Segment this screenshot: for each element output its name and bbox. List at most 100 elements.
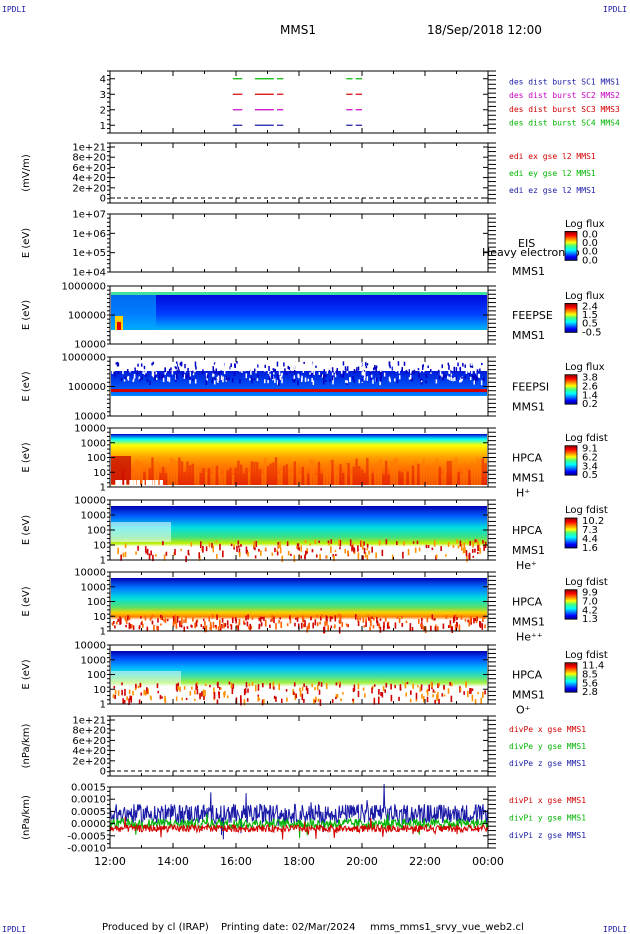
hpca-speckle	[331, 616, 333, 620]
spacecraft-label-feepsi: MMS1	[512, 401, 545, 414]
hpca-speckle	[450, 695, 453, 703]
feepsi-speckle	[202, 369, 204, 375]
hpca-speckle	[345, 623, 348, 626]
feepsi-speckle	[344, 366, 347, 370]
feepsi-speckle	[441, 378, 444, 381]
hpca-speckle	[185, 617, 187, 623]
hpca-speckle	[161, 617, 164, 621]
feepsi-speckle	[220, 375, 223, 381]
feepsi-speckle	[162, 374, 164, 377]
hpca-speckle	[187, 549, 190, 555]
y-axis-label-hpca_he: E (eV)	[21, 515, 32, 545]
feepsi-speckle	[212, 372, 215, 377]
hpca-h-gap	[147, 480, 150, 486]
hpca-speckle	[307, 624, 310, 630]
hpca-speckle	[180, 624, 183, 628]
hpca-h-column	[162, 466, 165, 485]
y-tick-label-burst: 3	[100, 90, 106, 101]
instrument-label-eis: EIS	[518, 237, 535, 250]
feepsi-speckle	[471, 365, 474, 368]
feepsi-speckle	[230, 363, 232, 368]
feepsi-speckle	[417, 368, 420, 371]
feepsi-speckle	[175, 378, 177, 382]
hpca-speckle	[286, 697, 288, 702]
hpca-speckle	[177, 686, 180, 691]
hpca-speckle	[457, 545, 460, 549]
hpca-speckle	[222, 550, 224, 558]
hpca-speckle	[296, 545, 298, 549]
hpca-speckle	[123, 699, 126, 704]
hpca-speckle	[465, 550, 468, 557]
feepsi-speckle	[342, 361, 345, 366]
hpca-h-column	[191, 463, 194, 485]
y-axis-label-hpca_h: E (eV)	[21, 442, 32, 472]
y-tick-label-divpe: 6e+20	[72, 736, 106, 747]
hpca-h-column	[422, 458, 425, 485]
hpca-speckle	[258, 624, 261, 630]
feepsi-speckle	[301, 375, 303, 381]
hpca-speckle	[202, 618, 205, 621]
hpca-speckle	[341, 622, 344, 628]
feepse-top-band	[111, 292, 487, 295]
feepsi-speckle	[284, 362, 286, 368]
feepsi-speckle	[176, 363, 178, 367]
hpca-speckle	[362, 617, 365, 623]
feepsi-speckle	[357, 363, 360, 367]
feepsi-speckle	[470, 363, 473, 366]
feepsi-speckle	[398, 375, 401, 380]
hpca-speckle	[460, 543, 463, 551]
feepsi-speckle	[372, 379, 374, 384]
hpca-h-column	[368, 465, 372, 485]
hpca-speckle	[253, 541, 255, 548]
hpca-speckle	[280, 698, 283, 703]
hpca-speckle	[351, 543, 354, 548]
hpca-speckle	[314, 619, 317, 626]
feepsi-speckle	[213, 380, 216, 385]
hpca-speckle	[368, 550, 370, 555]
colorbar-tick-label-hpca_h: 9.1	[582, 444, 598, 455]
legend-entry-burst: des dist burst SC4 MMS4	[509, 119, 620, 128]
hpca-speckle	[346, 624, 349, 627]
feepsi-speckle	[310, 363, 313, 366]
feepsi-speckle	[248, 363, 250, 369]
feepsi-speckle	[142, 368, 144, 371]
feepsi-speckle	[377, 367, 379, 370]
hpca-speckle	[220, 625, 222, 629]
feepsi-speckle	[211, 378, 213, 384]
hpca-speckle	[352, 687, 355, 693]
hpca-h-column	[180, 461, 184, 485]
feepsi-speckle	[225, 376, 228, 381]
colorbar-title-hpca_o: Log fdist	[565, 650, 608, 661]
hpca-speckle	[130, 624, 133, 629]
hpca-speckle	[146, 687, 148, 695]
x-tick-label: 12:00	[94, 855, 126, 868]
hpca-speckle	[194, 622, 196, 629]
hpca-speckle	[390, 694, 393, 702]
hpca-speckle	[215, 540, 218, 543]
feepsi-speckle	[263, 369, 266, 372]
feepsi-speckle	[326, 367, 329, 372]
panel-frame-divpe	[109, 715, 489, 777]
feepsi-speckle	[323, 373, 325, 378]
y-tick-label-edi: 2e+20	[72, 183, 106, 194]
feepsi-speckle	[257, 364, 259, 368]
feepsi-speckle	[278, 366, 281, 371]
hpca-speckle	[401, 622, 404, 627]
hpca-speckle	[271, 614, 273, 622]
hpca-speckle	[305, 685, 308, 691]
y-tick-label-divpe: 1e+21	[72, 716, 106, 727]
feepsi-speckle	[277, 373, 279, 379]
hpca-speckle	[471, 549, 474, 553]
hpca-speckle	[202, 625, 205, 630]
hpca-speckle	[371, 687, 373, 694]
feepsi-speckle	[293, 378, 296, 382]
feepsi-speckle	[402, 364, 404, 367]
instrument-label-hpca_he: HPCA	[512, 524, 543, 537]
colorbar-tick-label-feepsi: 1.4	[582, 390, 598, 401]
hpca-speckle	[196, 681, 199, 686]
hpca-speckle	[280, 621, 283, 629]
hpca-speckle	[120, 554, 122, 561]
hpca-speckle	[240, 699, 242, 706]
feepsi-speckle	[451, 375, 453, 378]
hpca-speckle	[353, 549, 356, 555]
